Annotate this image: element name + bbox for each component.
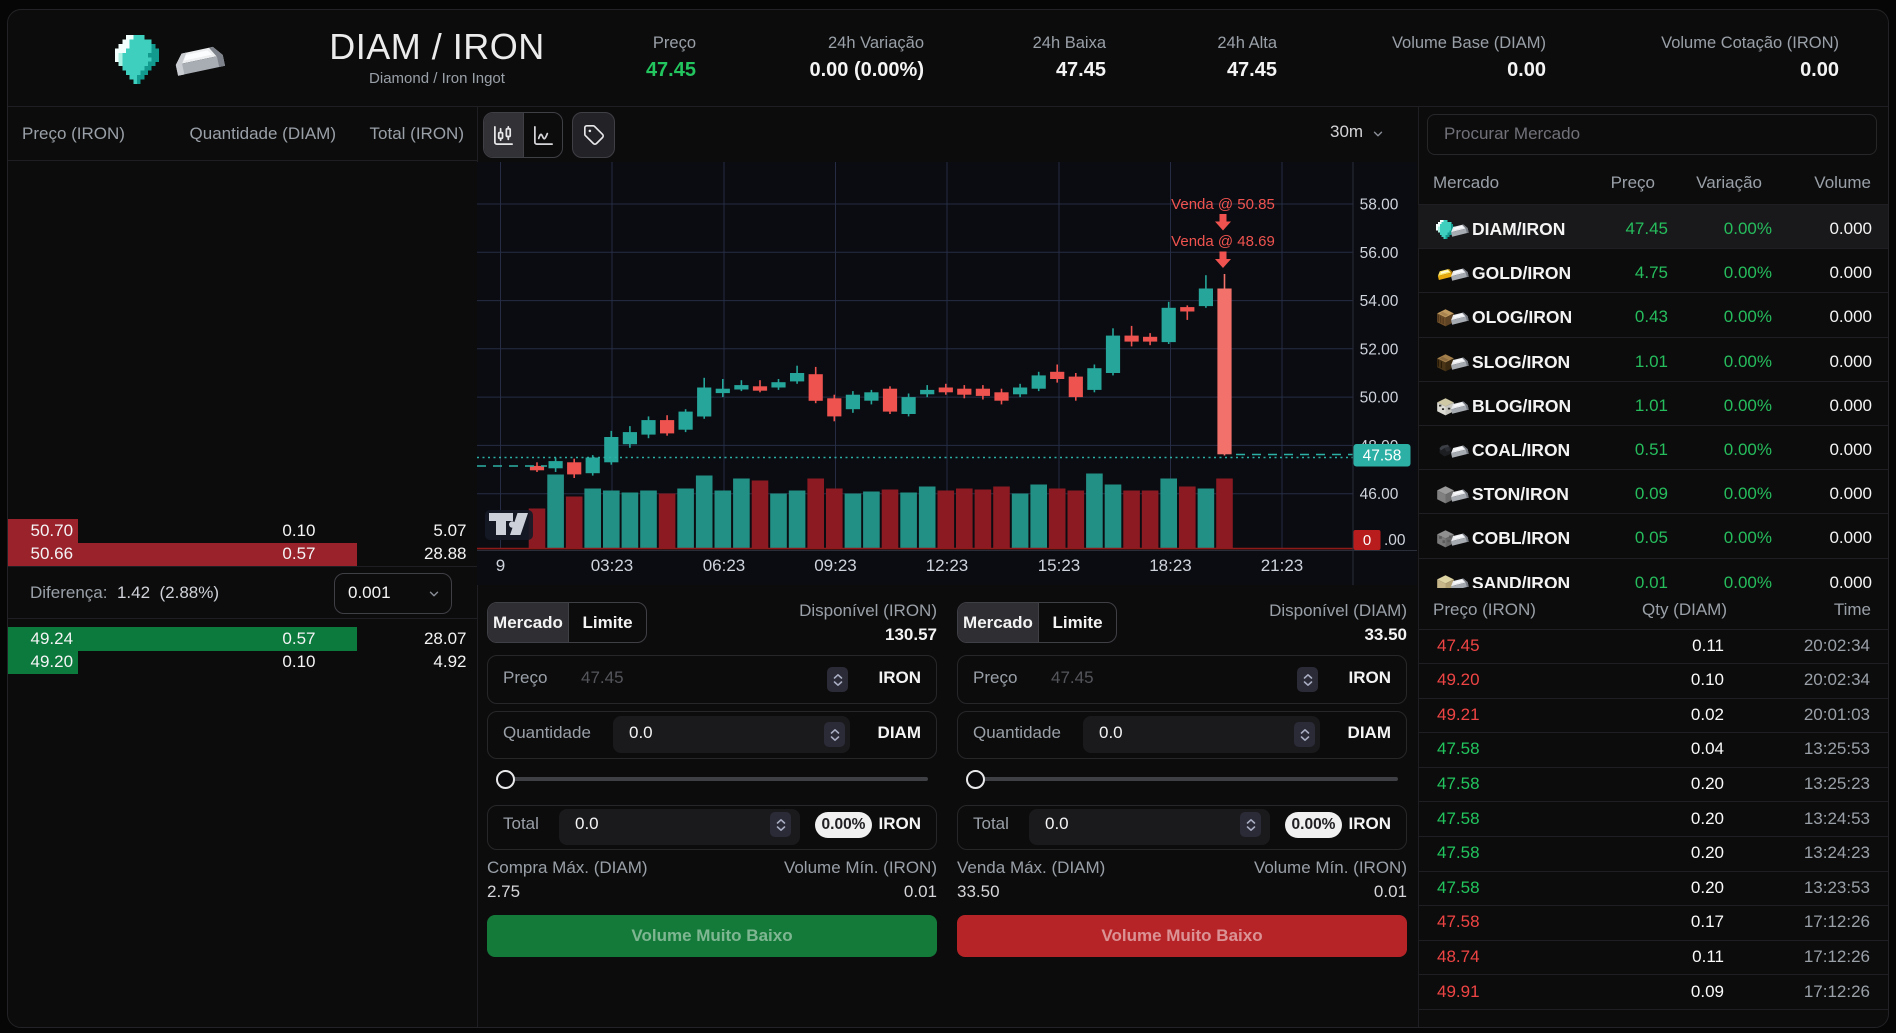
svg-text:18:23: 18:23 [1149, 556, 1192, 575]
svg-text:12:23: 12:23 [926, 556, 969, 575]
svg-text:0: 0 [1363, 532, 1371, 549]
svg-text:47.58: 47.58 [1363, 448, 1402, 465]
svg-text:15:23: 15:23 [1038, 556, 1081, 575]
svg-text:50.00: 50.00 [1360, 390, 1399, 407]
svg-text:52.00: 52.00 [1360, 341, 1399, 358]
svg-text:21:23: 21:23 [1261, 556, 1304, 575]
svg-text:09:23: 09:23 [814, 556, 857, 575]
svg-text:56.00: 56.00 [1360, 245, 1399, 262]
svg-text:Venda @ 50.85: Venda @ 50.85 [1171, 196, 1275, 213]
svg-text:03:23: 03:23 [591, 556, 634, 575]
svg-text:06:23: 06:23 [703, 556, 746, 575]
svg-text:9: 9 [496, 556, 505, 575]
svg-text:.00: .00 [1384, 532, 1406, 549]
svg-text:58.00: 58.00 [1360, 197, 1399, 214]
svg-text:54.00: 54.00 [1360, 293, 1399, 310]
svg-text:46.00: 46.00 [1360, 486, 1399, 503]
svg-text:Venda @ 48.69: Venda @ 48.69 [1171, 233, 1275, 250]
